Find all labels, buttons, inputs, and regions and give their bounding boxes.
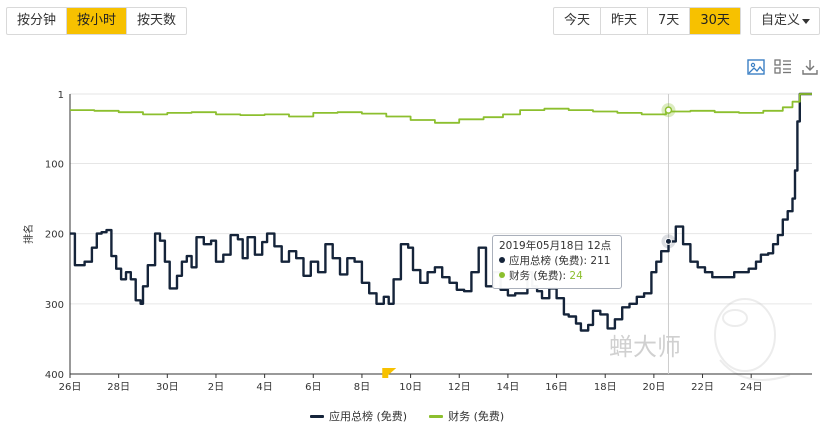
tooltip-title: 2019年05月18日 12点 [499,240,612,252]
hover-markers [382,103,676,378]
watermark-text: 蝉大师 [609,333,681,361]
tooltip-row-finance-value: 24 [569,270,583,282]
x-tick-label: 22日 [691,382,714,393]
series-line-finance [70,93,812,124]
hover-marker-finance [664,106,673,114]
legend-item-finance[interactable]: 财务 (免费) [429,408,504,424]
chart-legend: 应用总榜 (免费) 财务 (免费) [310,408,504,424]
tooltip-row-overall-value: 211 [590,255,611,267]
range-yesterday-button[interactable]: 昨天 [600,8,647,34]
image-save-icon[interactable] [746,57,766,77]
watermark-logo [714,298,791,381]
granularity-switch: 按分钟 按小时 按天数 [6,7,188,35]
series-lines [70,92,812,332]
legend-label-overall: 应用总榜 (免费) [329,410,408,423]
hover-marker-overall [664,237,672,245]
x-tick-label: 2日 [208,382,224,393]
x-tick-label: 10日 [399,382,422,393]
event-flag-icon[interactable] [382,368,397,378]
y-tick-label: 200 [45,230,64,241]
x-tick-label: 16日 [545,382,568,393]
y-tick-label: 300 [45,300,64,311]
x-tick-label: 26日 [59,382,82,393]
x-tick-label: 30日 [156,382,179,393]
x-tick-label: 8日 [354,382,370,393]
y-tick-label: 400 [45,370,64,381]
custom-range-dropdown[interactable]: 自定义 [750,7,820,35]
x-tick-label: 18日 [594,382,617,393]
tooltip-row-finance: 财务 (免费): 24 [499,269,615,284]
series-dot-icon [499,272,505,278]
grid-lines [70,93,812,375]
series-line-overall [70,92,812,332]
custom-range-label: 自定义 [761,13,801,28]
x-tick-label: 20日 [643,382,666,393]
x-tick-label: 12日 [448,382,471,393]
range-7days-button[interactable]: 7天 [647,8,689,34]
x-tick-label: 4日 [256,382,272,393]
y-axis-label: 排名 [22,224,35,244]
range-today-button[interactable]: 今天 [564,13,591,28]
granularity-minute-button[interactable]: 按分钟 [17,13,57,28]
granularity-day-button[interactable]: 按天数 [126,8,186,34]
hover-tooltip: 2019年05月18日 12点 应用总榜 (免费): 211 财务 (免费): … [492,235,622,289]
x-tick-label: 6日 [305,382,321,393]
chevron-down-icon [802,19,810,24]
legend-swatch-overall [310,414,324,418]
tooltip-row-overall-label: 应用总榜 (免费) [509,255,584,267]
download-icon[interactable] [800,57,820,77]
legend-swatch-finance [429,414,444,418]
legend-label-finance: 财务 (免费) [448,410,505,423]
legend-item-overall[interactable]: 应用总榜 (免费) [310,408,407,424]
tooltip-row-overall: 应用总榜 (免费): 211 [499,254,615,269]
range-30days-button[interactable]: 30天 [689,8,740,34]
granularity-hour-button[interactable]: 按小时 [66,8,127,34]
tooltip-row-finance-label: 财务 (免费) [509,270,563,282]
x-tick-label: 14日 [497,382,520,393]
x-tick-label: 28日 [107,382,130,393]
x-tick-label: 24日 [740,382,763,393]
y-tick-label: 1 [58,90,64,101]
series-dot-icon [499,257,505,263]
data-view-icon[interactable] [773,57,793,77]
range-switch: 今天 昨天 7天 30天 [553,7,741,35]
y-tick-label: 100 [45,159,64,170]
